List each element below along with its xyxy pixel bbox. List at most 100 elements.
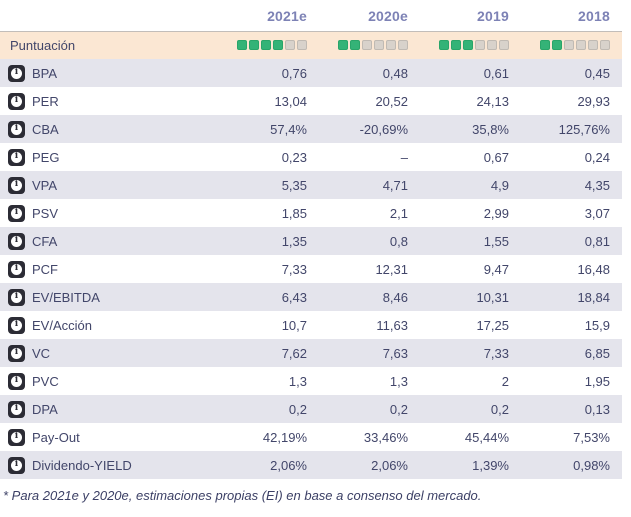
metric-value: 10,7 — [281, 317, 307, 333]
info-circle-glyph — [11, 319, 22, 331]
metric-value: 4,35 — [584, 177, 610, 193]
metric-value: 2,06% — [270, 457, 307, 473]
table-row: PSV 1,85 2,1 2,99 3,07 — [0, 199, 622, 227]
table-row: EV/EBITDA 6,43 8,46 10,31 18,84 — [0, 283, 622, 311]
metric-label-cell: BPA — [0, 64, 206, 82]
metric-value: 7,62 — [281, 345, 307, 361]
metric-value: 1,85 — [281, 205, 307, 221]
metric-value: 0,8 — [389, 233, 408, 249]
metric-label: EV/Acción — [32, 317, 92, 333]
metric-value: 45,44% — [464, 429, 509, 445]
metric-value: 2,99 — [483, 205, 509, 221]
info-icon[interactable] — [8, 92, 25, 110]
metric-value: 18,84 — [577, 289, 610, 305]
info-circle-glyph — [11, 291, 22, 303]
table-row: VC 7,62 7,63 7,33 6,85 — [0, 339, 622, 367]
metric-value: 1,55 — [483, 233, 509, 249]
metric-value: 17,25 — [476, 317, 509, 333]
metric-value: 0,81 — [584, 233, 610, 249]
metric-value: 7,33 — [483, 345, 509, 361]
info-icon[interactable] — [8, 204, 25, 222]
score-row: Puntuación — [0, 31, 622, 59]
metric-value: 0,23 — [281, 149, 307, 165]
table-row: PCF 7,33 12,31 9,47 16,48 — [0, 255, 622, 283]
info-icon[interactable] — [8, 64, 25, 82]
metric-label-cell: PVC — [0, 372, 206, 390]
score-rating — [439, 40, 509, 50]
column-header: 2019 — [477, 7, 509, 24]
info-circle-glyph — [11, 179, 22, 191]
info-circle-glyph — [11, 235, 22, 247]
info-icon[interactable] — [8, 400, 25, 418]
metric-value: 8,46 — [382, 289, 408, 305]
metric-label-cell: Pay-Out — [0, 428, 206, 446]
metric-value: 35,8% — [472, 121, 509, 137]
score-square-filled — [273, 40, 283, 50]
score-cell — [206, 38, 307, 53]
info-icon[interactable] — [8, 148, 25, 166]
metric-value: 0,98% — [573, 457, 610, 473]
metric-value: 5,35 — [281, 177, 307, 193]
metric-label: PEG — [32, 149, 60, 165]
score-square-filled — [540, 40, 550, 50]
metric-value: 20,52 — [375, 93, 408, 109]
score-square-empty — [487, 40, 497, 50]
metric-value: 29,93 — [577, 93, 610, 109]
info-circle-glyph — [11, 431, 22, 443]
score-square-filled — [350, 40, 360, 50]
metric-value: 0,67 — [483, 149, 509, 165]
score-square-empty — [386, 40, 396, 50]
footnote: * Para 2021e y 2020e, estimaciones propi… — [3, 488, 482, 503]
info-icon[interactable] — [8, 120, 25, 138]
score-square-filled — [451, 40, 461, 50]
metric-label-cell: DPA — [0, 400, 206, 418]
score-square-empty — [576, 40, 586, 50]
score-square-filled — [249, 40, 259, 50]
info-icon[interactable] — [8, 260, 25, 278]
info-icon[interactable] — [8, 288, 25, 306]
metric-value: 57,4% — [270, 121, 307, 137]
score-square-empty — [499, 40, 509, 50]
metric-label: CBA — [32, 121, 59, 137]
info-icon[interactable] — [8, 176, 25, 194]
metric-value: 24,13 — [476, 93, 509, 109]
info-icon[interactable] — [8, 316, 25, 334]
info-icon[interactable] — [8, 344, 25, 362]
metric-value: 2,06% — [371, 457, 408, 473]
info-icon[interactable] — [8, 372, 25, 390]
score-square-empty — [285, 40, 295, 50]
metric-label: EV/EBITDA — [32, 289, 100, 305]
metric-value: 13,04 — [274, 93, 307, 109]
score-square-empty — [588, 40, 598, 50]
metric-value: 42,19% — [262, 429, 307, 445]
score-rating — [237, 40, 307, 50]
score-square-filled — [439, 40, 449, 50]
table-header: 2021e 2020e 2019 2018 — [0, 0, 622, 31]
info-circle-glyph — [11, 263, 22, 275]
metric-label-cell: CFA — [0, 232, 206, 250]
table-row: CFA 1,35 0,8 1,55 0,81 — [0, 227, 622, 255]
info-icon[interactable] — [8, 456, 25, 474]
metric-value: 16,48 — [577, 261, 610, 277]
metric-value: 0,2 — [490, 401, 509, 417]
metric-label-cell: VPA — [0, 176, 206, 194]
metric-value: 1,35 — [281, 233, 307, 249]
metric-value: 6,85 — [584, 345, 610, 361]
metric-value: 6,43 — [281, 289, 307, 305]
metric-value: 0,24 — [584, 149, 610, 165]
metric-value: 7,63 — [382, 345, 408, 361]
table-row: DPA 0,2 0,2 0,2 0,13 — [0, 395, 622, 423]
metric-label-cell: PEG — [0, 148, 206, 166]
metric-value: 4,71 — [382, 177, 408, 193]
score-square-empty — [297, 40, 307, 50]
info-icon[interactable] — [8, 428, 25, 446]
table-row: PEG 0,23 – 0,67 0,24 — [0, 143, 622, 171]
metric-label: VPA — [32, 177, 58, 193]
valuation-metrics-page: 2021e 2020e 2019 2018 Puntuación BPA 0,76 0,4… — [0, 0, 631, 503]
table-row: CBA 57,4% -20,69% 35,8% 125,76% — [0, 115, 622, 143]
metric-label: PCF — [32, 261, 58, 277]
metric-value: 0,61 — [483, 65, 509, 81]
metric-value: 11,63 — [376, 317, 408, 333]
info-icon[interactable] — [8, 232, 25, 250]
metric-label: CFA — [32, 233, 58, 249]
